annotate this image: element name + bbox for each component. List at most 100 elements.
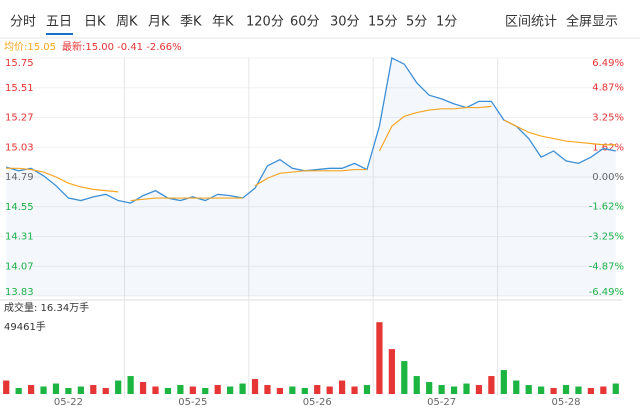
volume-bar [189,386,196,394]
volume-title: 成交量: 16.34万手 [4,301,89,314]
volume-bar [388,349,395,394]
volume-bar [488,376,495,394]
volume-bar [90,385,97,394]
volume-bar [326,386,333,394]
volume-bar [438,385,445,394]
avg-line [503,119,616,146]
tab-underline [46,33,73,35]
volume-bar [164,388,172,394]
y-tick-label: 15.03 [5,142,34,153]
tab[interactable]: 1分 [436,15,457,30]
volume-bar [587,388,595,394]
y-tick-label: 14.07 [5,261,34,272]
latest-price: 最新:15.00 -0.41 -2.66% [62,40,182,53]
volume-bar [77,386,84,394]
y-tick-label: 14.31 [5,232,34,243]
y2-tick-label: 0.00% [592,172,624,183]
y-tick-label: 15.51 [5,83,34,94]
volume-bar [65,388,72,394]
volume-bar [251,379,259,394]
volume-bar [413,376,420,394]
price-area [6,58,616,296]
volume-bar [264,385,271,394]
volume-bar [550,388,557,394]
x-tick-label: 05-22 [54,397,83,408]
tab[interactable]: 5分 [406,15,427,30]
avg-line [6,167,119,193]
tab[interactable]: 60分 [290,15,320,30]
volume-bar [538,386,545,394]
volume-bar [289,386,296,394]
avg-price: 均价:15.05 [4,41,56,53]
y-tick-label: 14.79 [5,172,34,183]
volume-bar [363,385,371,394]
y-tick-label: 15.75 [5,58,34,69]
volume-bar [227,386,234,394]
x-tick-label: 05-27 [427,397,456,408]
volume-bar [27,385,35,394]
volume-bar [40,386,47,394]
volume-bar [600,386,607,394]
y2-tick-label: -1.62% [589,202,624,213]
tab[interactable]: 120分 [246,15,284,30]
volume-bar [102,388,109,394]
volume-bar [612,383,619,394]
y2-tick-label: -3.25% [589,232,624,243]
volume-bar [3,380,10,394]
volume-bar [152,386,159,394]
volume-bar [52,383,60,394]
volume-bar [513,380,520,394]
volume-bar [338,380,346,394]
volume-bar [127,376,134,394]
volume-bar [475,385,483,394]
tab[interactable]: 30分 [330,15,360,30]
tab[interactable]: 15分 [368,15,398,30]
tab[interactable]: 分时 [10,15,36,30]
volume-bar [450,386,458,394]
volume-bar [177,385,184,394]
volume-bar [562,385,570,394]
y-tick-label: 14.55 [5,202,34,213]
y2-tick-label: 6.49% [592,58,624,69]
y2-tick-label: -6.49% [589,287,624,298]
avg-line [378,105,492,152]
volume-bar [575,386,582,394]
tab[interactable]: 季K [180,15,202,30]
volume-tick-label: 49461手 [4,320,46,333]
volume-bar [401,361,408,394]
y2-tick-label: 1.62% [592,142,624,153]
y2-tick-label: 4.87% [592,83,624,94]
volume-bar [15,388,22,394]
volume-bar [351,386,358,394]
avg-line [130,197,243,202]
volume-bar [376,322,383,394]
volume-bar [314,385,321,394]
link[interactable]: 全屏显示 [566,14,618,30]
y-tick-label: 13.83 [5,287,34,298]
volume-bar [500,370,507,394]
tab[interactable]: 五日 [46,15,72,30]
x-tick-label: 05-26 [303,397,332,408]
tab[interactable]: 日K [84,15,106,30]
tab[interactable]: 周K [116,15,138,30]
y-tick-label: 15.27 [5,113,34,124]
tab[interactable]: 年K [212,15,234,30]
volume-bar [139,382,147,394]
volume-bar [276,388,284,394]
volume-bar [239,383,246,394]
x-tick-label: 05-28 [551,397,580,408]
volume-bar [426,382,433,394]
link[interactable]: 区间统计 [505,15,557,30]
volume-bar [202,388,209,394]
volume-bar [525,385,532,394]
x-tick-label: 05-25 [178,397,207,408]
volume-bar [301,388,308,394]
volume-bar [463,383,470,394]
volume-bar [115,380,122,394]
y2-tick-label: 3.25% [592,112,624,123]
avg-line [254,168,367,187]
y2-tick-label: -4.87% [589,261,624,272]
volume-bar [214,385,221,394]
tab[interactable]: 月K [148,15,170,30]
